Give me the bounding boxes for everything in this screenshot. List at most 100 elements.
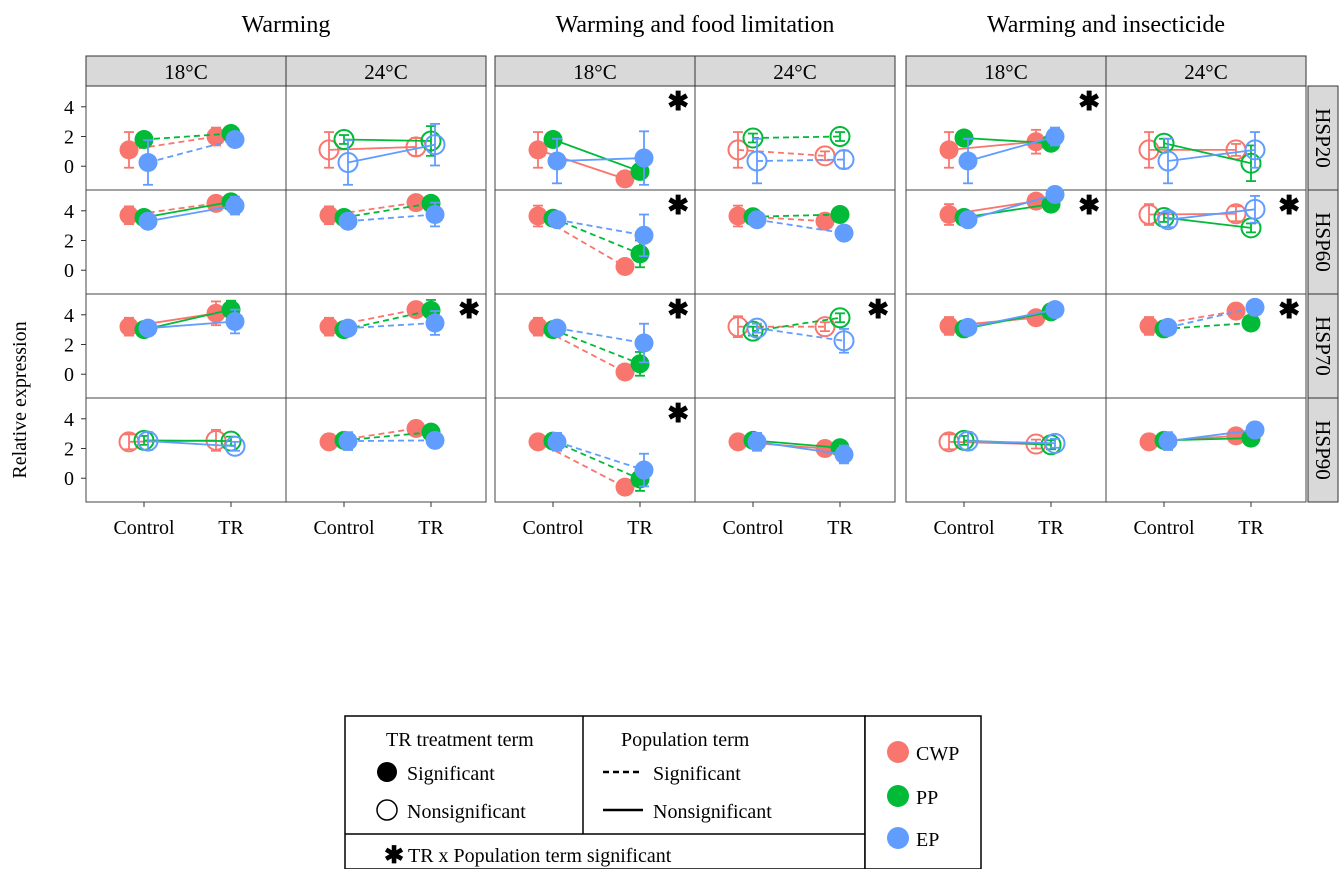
tr-point	[634, 460, 654, 480]
legend-star-icon: ✱	[384, 843, 404, 869]
control-point	[728, 432, 748, 452]
y-tick-label: 2	[64, 127, 74, 149]
series-line	[1167, 208, 1256, 221]
control-point	[958, 317, 978, 337]
y-tick-label: 0	[64, 364, 74, 386]
control-point	[138, 318, 158, 338]
tr-point	[225, 129, 245, 149]
tr-point	[615, 362, 635, 382]
gene-strip	[1307, 293, 1339, 399]
control-point	[958, 151, 978, 171]
series-line	[552, 138, 641, 173]
tr-point	[206, 127, 226, 147]
series-line	[556, 157, 645, 162]
tr-point	[833, 149, 855, 171]
control-point	[138, 153, 158, 173]
control-point	[742, 127, 764, 149]
tr-point	[1044, 432, 1066, 454]
legend-interaction: TR x Population term significant	[408, 845, 672, 867]
series-line	[756, 158, 845, 162]
x-tick-label: Control	[522, 517, 584, 539]
panel-frame	[905, 85, 1107, 191]
tr-point	[1241, 313, 1261, 333]
tr-point	[406, 300, 426, 320]
series-line	[347, 143, 436, 164]
legend-nonsignificant: Nonsignificant	[407, 801, 526, 823]
series-line	[737, 148, 826, 157]
temperature-label: 24°C	[364, 60, 407, 84]
interaction-star-icon: ✱	[667, 399, 689, 428]
series-line	[343, 138, 432, 142]
legend-open-circle	[376, 799, 398, 821]
gene-strip	[1307, 189, 1339, 295]
panel-frame	[905, 293, 1107, 399]
y-tick-label: 0	[64, 260, 74, 282]
series-line	[556, 327, 645, 344]
gene-label: HSP90	[1311, 420, 1335, 480]
series-line	[1163, 142, 1252, 165]
legend-tr-title: TR treatment term	[386, 729, 534, 751]
control-point	[528, 140, 548, 160]
control-point	[528, 206, 548, 226]
tr-point	[634, 333, 654, 353]
legend-box	[344, 715, 866, 869]
control-point	[939, 316, 959, 336]
control-point	[728, 206, 748, 226]
series-line	[347, 439, 436, 442]
tr-point	[615, 477, 635, 497]
y-tick-label: 4	[64, 97, 74, 119]
control-point	[338, 211, 358, 231]
series-line	[963, 203, 1052, 219]
interaction-star-icon: ✱	[667, 87, 689, 116]
tr-point	[615, 169, 635, 189]
control-point	[138, 211, 158, 231]
panel-frame	[85, 397, 287, 503]
experiment-title: Warming	[242, 12, 331, 38]
series-line	[1167, 429, 1256, 442]
legend-filled-circle	[377, 762, 397, 782]
series-line	[967, 440, 1056, 445]
x-tick-label: Control	[722, 517, 784, 539]
temperature-label: 18°C	[984, 60, 1027, 84]
series-line	[967, 135, 1056, 162]
control-point	[1158, 431, 1178, 451]
series-line	[347, 213, 436, 223]
y-tick-label: 4	[64, 201, 74, 223]
tr-point	[1244, 139, 1266, 161]
series-line	[147, 320, 236, 330]
temperature-label: 18°C	[164, 60, 207, 84]
control-point	[746, 150, 768, 172]
control-point	[1139, 432, 1159, 452]
series-line	[347, 322, 436, 330]
panel-frame	[85, 85, 287, 191]
series-line	[537, 215, 626, 268]
x-tick-label: TR	[1238, 517, 1264, 539]
tr-point	[1245, 420, 1265, 440]
tr-point	[1045, 127, 1065, 147]
panel-frame	[285, 85, 487, 191]
control-point	[939, 140, 959, 160]
control-point	[939, 205, 959, 225]
series-line	[552, 328, 641, 365]
legend-pop-box	[864, 715, 982, 869]
series-line	[537, 325, 626, 373]
interaction-star-icon: ✱	[1078, 87, 1100, 116]
temperature-strip	[85, 55, 287, 87]
tr-point	[1245, 297, 1265, 317]
series-line	[147, 204, 236, 223]
legend-dot-cwp	[887, 741, 909, 763]
tr-point	[1240, 152, 1262, 174]
tr-point	[630, 244, 650, 264]
series-line	[756, 218, 845, 234]
series-line	[343, 431, 432, 442]
series-line	[552, 217, 641, 255]
temperature-strip	[285, 55, 487, 87]
control-point	[727, 139, 749, 161]
gene-strip	[1307, 397, 1339, 503]
y-tick-label: 0	[64, 468, 74, 490]
x-tick-label: Control	[313, 517, 375, 539]
control-point	[333, 128, 355, 150]
tr-point	[1244, 198, 1266, 220]
x-tick-label: Control	[1133, 517, 1195, 539]
x-tick-label: TR	[627, 517, 653, 539]
